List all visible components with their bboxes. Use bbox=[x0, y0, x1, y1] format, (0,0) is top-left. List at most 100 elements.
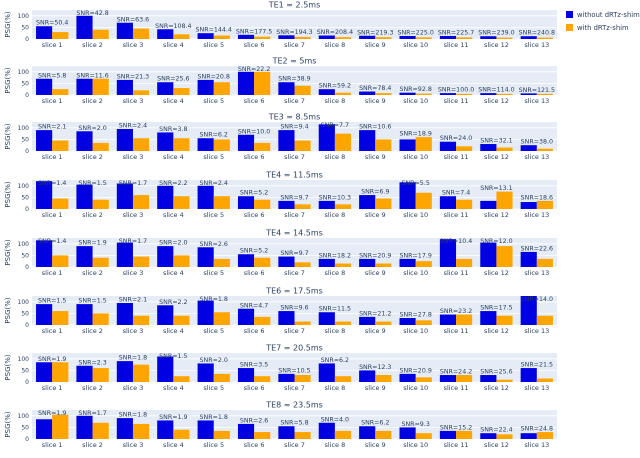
bar-with-shim bbox=[375, 198, 392, 209]
snr-label: SNR=24.2 bbox=[440, 369, 472, 376]
bar-with-shim bbox=[375, 139, 392, 151]
snr-label: SNR=11.6 bbox=[76, 72, 108, 79]
x-tick-label: slice 7 bbox=[284, 269, 305, 277]
bar-without-shim bbox=[76, 15, 93, 40]
bar-with-shim bbox=[52, 32, 69, 39]
x-tick-label: slice 3 bbox=[123, 211, 144, 219]
legend-label-with[interactable]: with dRTz-shim bbox=[577, 24, 629, 32]
bar-without-shim bbox=[359, 130, 376, 151]
bar-with-shim bbox=[334, 376, 352, 382]
bar-without-shim bbox=[278, 426, 295, 439]
snr-label: SNR=225.0 bbox=[397, 29, 433, 36]
snr-label: SNR=38.9 bbox=[278, 76, 310, 83]
bar-without-shim bbox=[439, 35, 457, 39]
snr-label: SNR=21.3 bbox=[117, 73, 149, 80]
x-tick-label: slice 13 bbox=[524, 269, 549, 277]
snr-label: SNR=2.2 bbox=[159, 299, 187, 306]
snr-label: SNR=18.6 bbox=[521, 194, 553, 201]
y-tick-label: 100 bbox=[18, 241, 30, 248]
y-axis-label: PSG(%) bbox=[4, 11, 12, 37]
snr-label: SNR=1.5 bbox=[38, 298, 66, 305]
x-tick-label: slice 9 bbox=[365, 327, 386, 335]
snr-label: SNR=1.5 bbox=[159, 353, 187, 360]
bar-with-shim bbox=[415, 192, 432, 209]
x-tick-label: slice 2 bbox=[82, 153, 103, 161]
snr-label: SNR=25.6 bbox=[157, 76, 189, 83]
bar-without-shim bbox=[439, 196, 457, 209]
x-tick-label: slice 3 bbox=[123, 384, 144, 392]
bar-without-shim bbox=[439, 430, 457, 439]
bar-without-shim bbox=[237, 196, 255, 209]
bar-with-shim bbox=[415, 93, 432, 95]
x-tick-label: slice 8 bbox=[324, 41, 345, 49]
bar-with-shim bbox=[496, 315, 513, 325]
snr-label: SNR=18.2 bbox=[319, 252, 351, 259]
bar-without-shim bbox=[480, 144, 497, 151]
bar-without-shim bbox=[76, 415, 93, 439]
x-tick-label: slice 9 bbox=[365, 97, 386, 105]
snr-label: SNR=9.3 bbox=[401, 421, 429, 428]
bar-without-shim bbox=[197, 33, 214, 39]
snr-label: SNR=14.0 bbox=[521, 296, 553, 303]
bar-without-shim bbox=[36, 240, 53, 267]
x-tick-label: slice 13 bbox=[524, 97, 549, 105]
bar-without-shim bbox=[399, 427, 416, 439]
y-axis-label: PSG(%) bbox=[4, 297, 12, 323]
x-tick-label: slice 6 bbox=[244, 41, 265, 49]
x-tick-label: slice 11 bbox=[444, 211, 469, 219]
bar-without-shim bbox=[318, 124, 335, 151]
bar-with-shim bbox=[52, 255, 69, 267]
snr-label: SNR=2.0 bbox=[159, 240, 187, 247]
x-tick-label: slice 3 bbox=[123, 41, 144, 49]
bar-without-shim bbox=[116, 128, 133, 151]
bar-with-shim bbox=[294, 36, 311, 39]
bar-with-shim bbox=[52, 89, 69, 95]
x-tick-label: slice 5 bbox=[203, 97, 224, 105]
bar-without-shim bbox=[399, 139, 416, 151]
x-tick-label: slice 2 bbox=[82, 327, 103, 335]
bar-with-shim bbox=[456, 430, 473, 439]
bar-with-shim bbox=[173, 34, 190, 39]
bar-without-shim bbox=[157, 82, 174, 95]
x-tick-label: slice 6 bbox=[244, 327, 265, 335]
snr-label: SNR=18.9 bbox=[399, 131, 431, 138]
bar-with-shim bbox=[294, 321, 311, 325]
x-tick-label: slice 12 bbox=[484, 269, 509, 277]
bar-without-shim bbox=[520, 93, 537, 95]
snr-label: SNR=177.5 bbox=[236, 28, 272, 35]
y-tick-label: 100 bbox=[18, 413, 30, 420]
snr-label: SNR=20.8 bbox=[198, 73, 230, 80]
snr-label: SNR=10.3 bbox=[319, 194, 351, 201]
snr-label: SNR=114.0 bbox=[478, 87, 514, 94]
legend-swatch-without[interactable] bbox=[566, 11, 573, 18]
x-tick-label: slice 3 bbox=[123, 327, 144, 335]
snr-label: SNR=108.4 bbox=[155, 23, 191, 30]
x-tick-label: slice 8 bbox=[324, 153, 345, 161]
snr-label: SNR=3.8 bbox=[159, 126, 187, 133]
x-tick-label: slice 9 bbox=[365, 384, 386, 392]
bar-without-shim bbox=[278, 256, 295, 267]
x-tick-label: slice 5 bbox=[203, 41, 224, 49]
bar-with-shim bbox=[52, 140, 69, 151]
bar-with-shim bbox=[213, 196, 230, 209]
bar-without-shim bbox=[480, 36, 497, 39]
bar-with-shim bbox=[536, 148, 553, 151]
bar-without-shim bbox=[116, 22, 133, 39]
bar-without-shim bbox=[197, 138, 214, 151]
bar-with-shim bbox=[213, 430, 230, 439]
snr-label: SNR=7.4 bbox=[442, 190, 470, 197]
bar-with-shim bbox=[496, 93, 513, 95]
bar-with-shim bbox=[52, 311, 69, 325]
bar-without-shim bbox=[76, 304, 93, 325]
legend-label-without[interactable]: without dRTz-shim bbox=[577, 11, 640, 19]
snr-label: SNR=1.5 bbox=[78, 180, 106, 187]
snr-label: SNR=240.8 bbox=[519, 30, 555, 37]
snr-label: SNR=1.5 bbox=[78, 298, 106, 305]
bar-without-shim bbox=[520, 202, 537, 209]
bar-with-shim bbox=[375, 321, 392, 325]
bar-with-shim bbox=[294, 204, 311, 209]
x-tick-label: slice 11 bbox=[444, 97, 469, 105]
bar-with-shim bbox=[254, 199, 271, 209]
x-tick-label: slice 4 bbox=[163, 211, 184, 219]
legend-swatch-with[interactable] bbox=[566, 24, 573, 31]
